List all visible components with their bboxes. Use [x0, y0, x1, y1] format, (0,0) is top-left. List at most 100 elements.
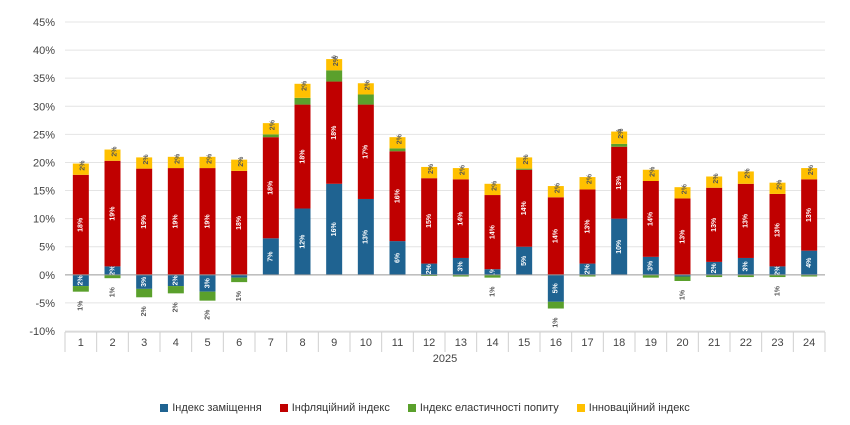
- y-tick-label: 20%: [33, 157, 55, 169]
- bar-segment: [706, 274, 723, 278]
- data-label: 13%: [584, 219, 591, 234]
- bar-segment: [231, 277, 248, 283]
- data-label: 3%: [458, 261, 465, 272]
- bar-segment: [737, 257, 754, 275]
- bar-segment: [136, 274, 153, 289]
- y-tick-label: -10%: [29, 326, 55, 338]
- data-label: 14%: [489, 224, 496, 239]
- data-label: 12%: [299, 234, 306, 249]
- bar-segment: [611, 146, 628, 219]
- bar-segment: [769, 182, 786, 194]
- legend-swatch-0: [160, 404, 169, 412]
- bar-segment: [801, 179, 818, 251]
- bar-segment: [737, 171, 754, 184]
- bar-segment: [199, 168, 216, 275]
- bar-segment: [136, 288, 153, 298]
- legend-item[interactable]: Індекс еластичності попиту: [407, 402, 559, 414]
- data-label: 2%: [141, 305, 148, 316]
- x-tick-label: 6: [236, 337, 242, 349]
- legend-swatch-1: [279, 404, 288, 412]
- legend-item[interactable]: Індекс заміщення: [160, 402, 262, 414]
- bar-segment: [642, 180, 659, 257]
- x-tick-label: 21: [708, 337, 720, 349]
- data-label: 2%: [173, 275, 180, 286]
- x-tick-label: 4: [173, 337, 179, 349]
- data-label: 3%: [743, 261, 750, 272]
- data-label: 2%: [808, 164, 815, 175]
- data-label: 2%: [650, 166, 657, 177]
- bar-segment: [231, 170, 248, 275]
- y-tick-label: 30%: [33, 101, 55, 113]
- data-label: 18%: [299, 149, 306, 164]
- bar-segment: [547, 274, 564, 302]
- bar-segment: [421, 178, 438, 264]
- data-label: 16%: [331, 222, 338, 237]
- bar-segment: [104, 149, 121, 161]
- bar-segment: [389, 137, 406, 149]
- bar-segment: [262, 137, 279, 239]
- data-label: 13%: [679, 229, 686, 244]
- data-label: 2%: [173, 302, 180, 313]
- bar-segment: [579, 263, 596, 275]
- bar-segment: [801, 168, 818, 180]
- data-label: 16%: [394, 188, 401, 203]
- bar-segment: [801, 274, 818, 277]
- bar-segment: [294, 208, 311, 275]
- bar-segment: [326, 183, 343, 275]
- data-label: 1%: [679, 289, 686, 300]
- x-tick-label: 7: [268, 337, 274, 349]
- bar-segment: [167, 168, 184, 275]
- bar-segment: [72, 174, 89, 275]
- data-label: 2%: [143, 154, 150, 165]
- legend-item[interactable]: Інфляційний індекс: [279, 402, 390, 414]
- data-label: 2%: [681, 183, 688, 194]
- bar-segment: [642, 169, 659, 181]
- data-label: 18%: [268, 180, 275, 195]
- bar-segment: [579, 274, 596, 277]
- bar-segment: [547, 197, 564, 275]
- data-label: 2%: [396, 133, 403, 144]
- bar-segment: [674, 198, 691, 275]
- bar-segment: [294, 104, 311, 209]
- bar-segment: [294, 97, 311, 105]
- bar-segment: [642, 274, 659, 278]
- bar-segment: [167, 274, 184, 287]
- bar-segment: [136, 168, 153, 275]
- data-label: 14%: [553, 228, 560, 243]
- data-label: 13%: [363, 229, 370, 244]
- y-tick-label: 5%: [39, 242, 55, 254]
- data-label: 2%: [270, 119, 277, 130]
- x-tick-label: 2: [109, 337, 115, 349]
- bar-segment: [706, 176, 723, 188]
- data-label: 1%: [236, 290, 243, 301]
- data-label: 18%: [331, 125, 338, 140]
- bar-segment: [706, 261, 723, 275]
- y-tick-label: 0%: [39, 270, 55, 282]
- data-label: 2%: [428, 163, 435, 174]
- bars: 2% 18% 1% 2% 2% 19% 1% 2% 3% 19% 2% 2% 2% 19% 2% 2% 3% 19…: [72, 54, 818, 328]
- data-label: 14%: [521, 200, 528, 215]
- x-tick-label: 14: [486, 337, 498, 349]
- legend-label: Інфляційний індекс: [291, 402, 390, 414]
- bar-segment: [737, 274, 754, 278]
- legend-item[interactable]: Інноваційний індекс: [576, 402, 690, 414]
- bar-segment: [167, 156, 184, 169]
- data-label: 13%: [743, 213, 750, 228]
- bar-segment: [421, 166, 438, 179]
- data-label: 5%: [553, 282, 560, 293]
- bar-segment: [72, 286, 89, 292]
- data-label: 2%: [111, 146, 118, 157]
- data-label: 2%: [175, 153, 182, 164]
- data-label: 1%: [489, 286, 496, 297]
- data-label: 13%: [774, 222, 781, 237]
- bar-segment: [611, 143, 628, 147]
- data-label: 2%: [776, 179, 783, 190]
- bar-segment: [516, 168, 533, 170]
- x-tick-label: 16: [550, 337, 562, 349]
- bar-segment: [199, 274, 216, 292]
- data-label: 2%: [426, 263, 433, 274]
- x-tick-label: 8: [299, 337, 305, 349]
- bar-segment: [801, 250, 818, 275]
- bar-segment: [547, 186, 564, 198]
